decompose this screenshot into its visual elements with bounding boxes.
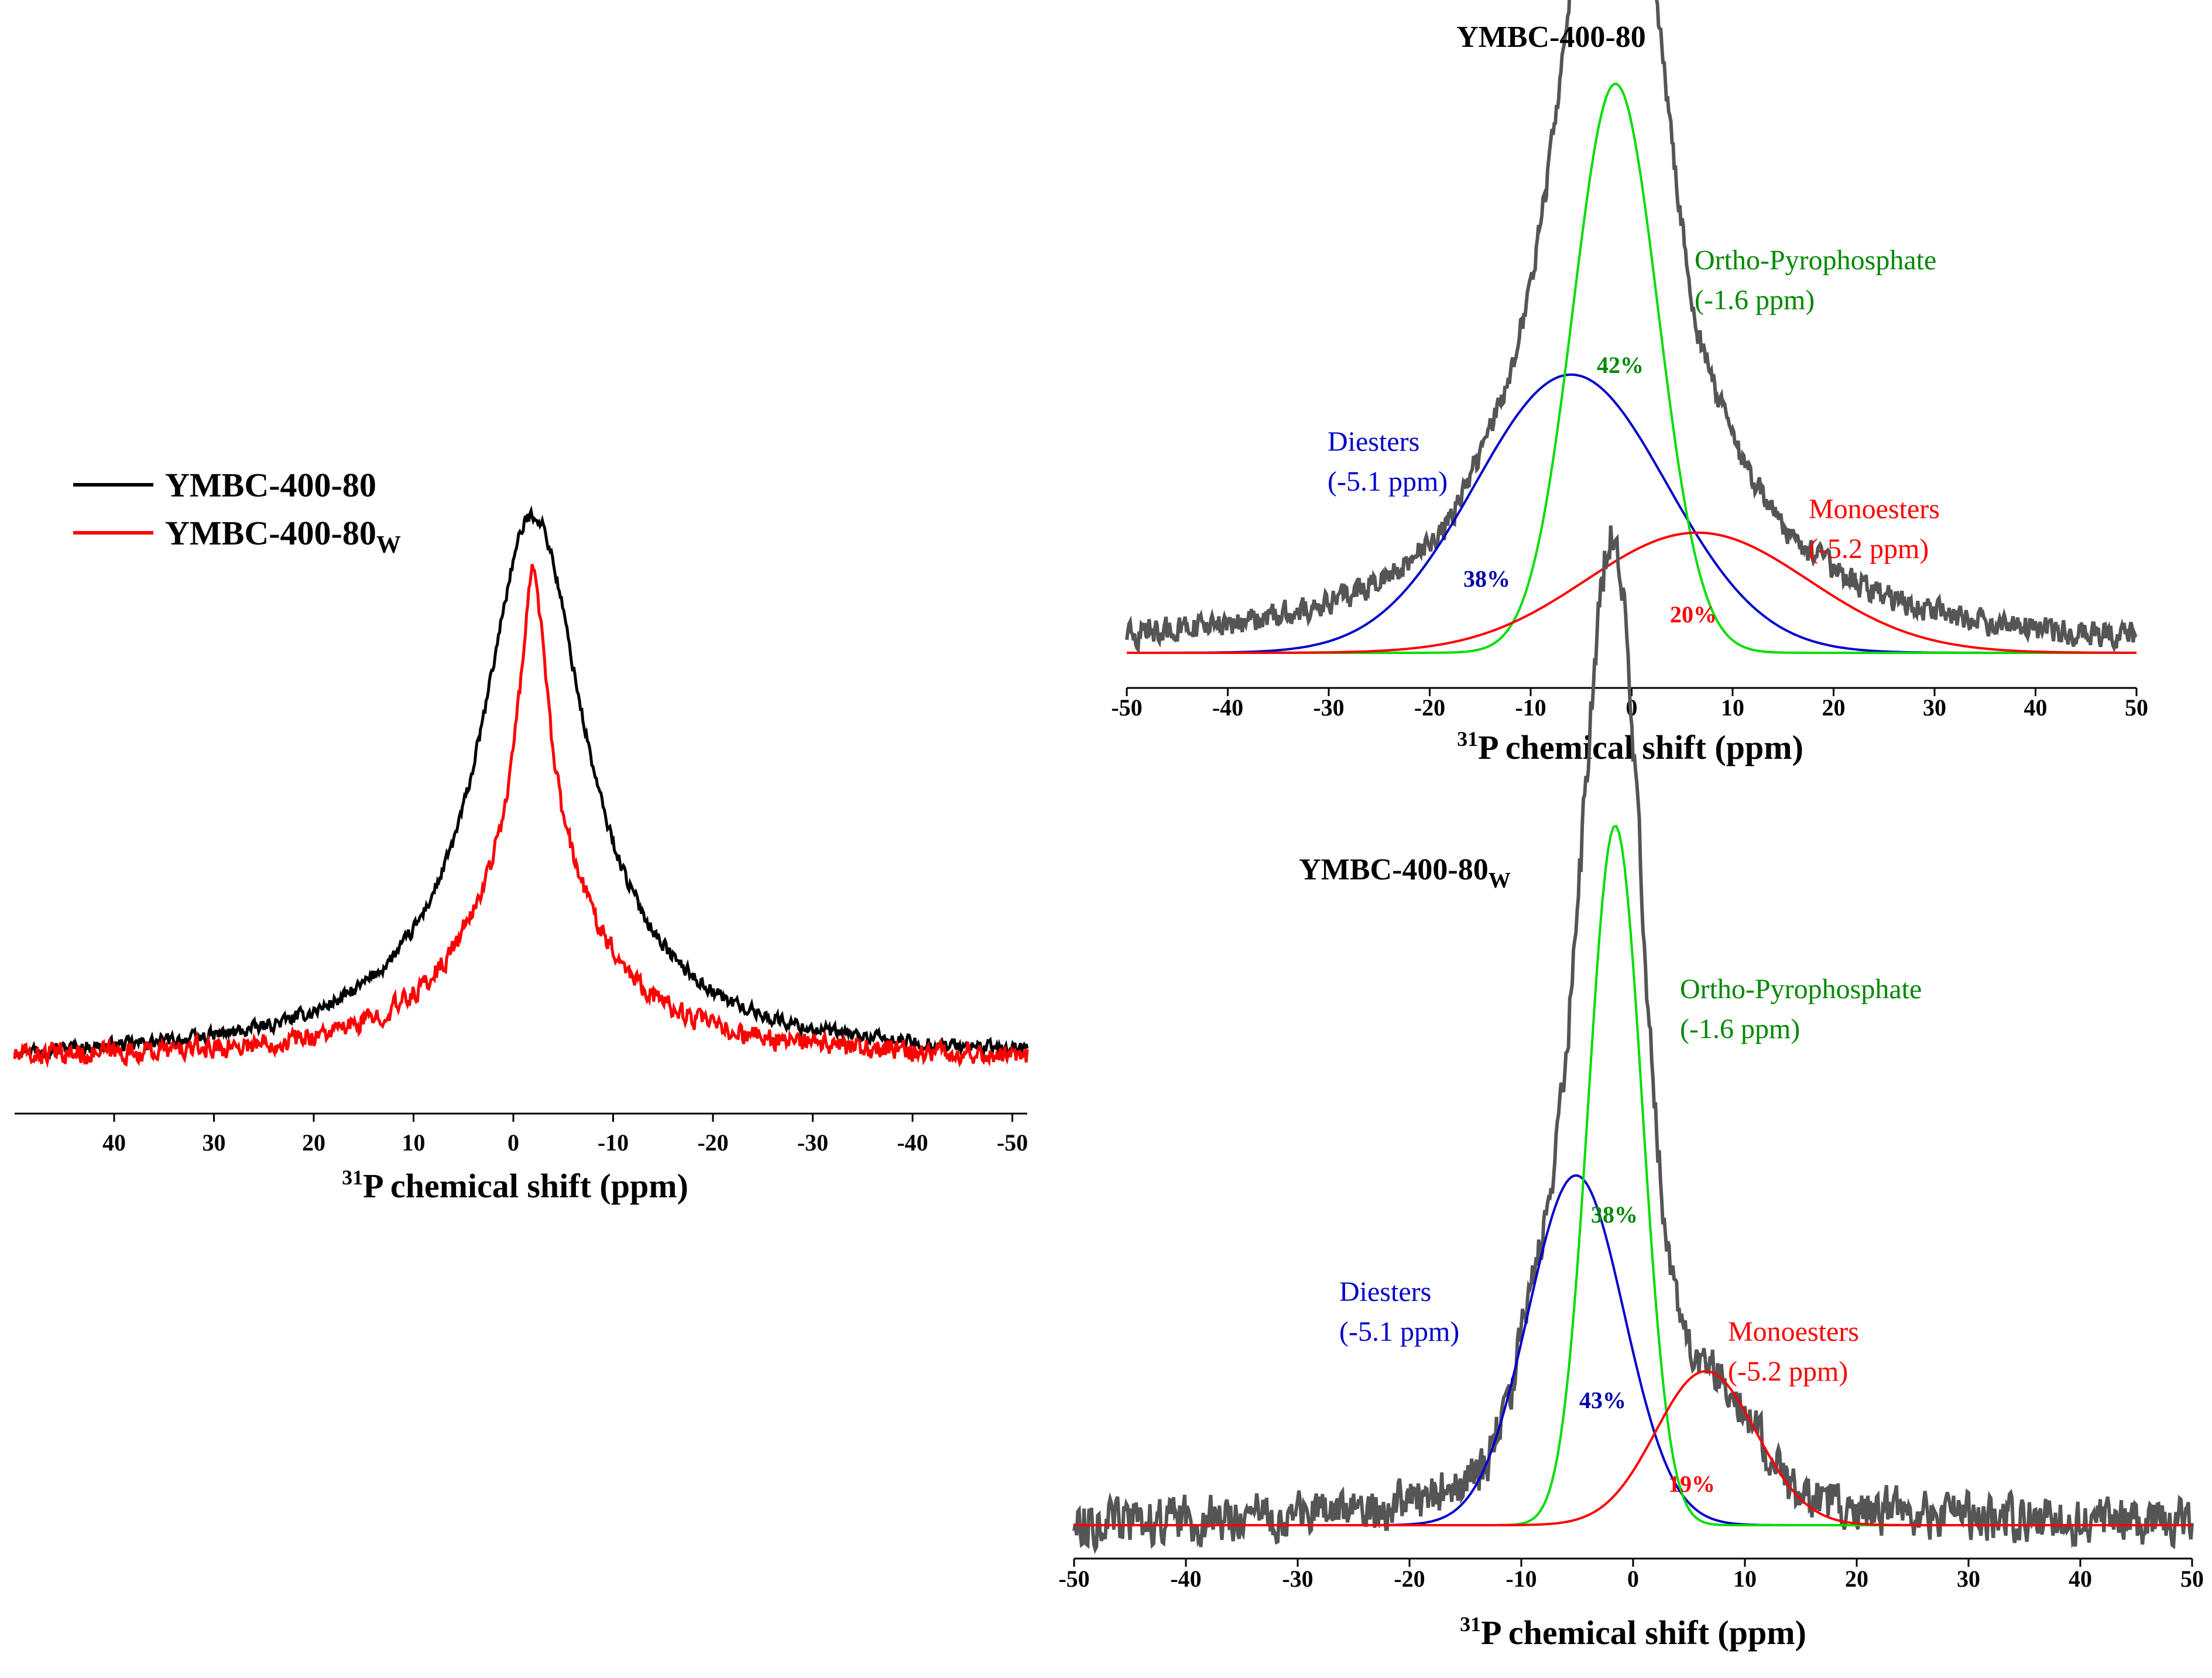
fit-line-ortho-pyrophosphate <box>1074 824 2192 1526</box>
x-axis-title-sup: 31 <box>1460 1612 1481 1636</box>
percentage-label-diesters: 43% <box>1579 1387 1626 1413</box>
x-tick-label: 30 <box>1957 1566 1980 1592</box>
x-tick-label: 10 <box>402 1129 426 1156</box>
x-tick-label: -40 <box>897 1129 928 1156</box>
legend-label: YMBC-400-80W <box>165 514 401 559</box>
x-axis-title-text: P chemical shift (ppm) <box>1481 1614 1806 1652</box>
annotation-ortho-pyrophosphate: (-1.6 ppm) <box>1680 1013 1800 1045</box>
x-axis-title-sup: 31 <box>342 1166 363 1189</box>
x-axis-title-sup: 31 <box>1457 727 1478 751</box>
annotation-diesters: Diesters <box>1339 1276 1431 1307</box>
x-tick-label: -50 <box>1111 694 1142 721</box>
x-tick-label: 30 <box>203 1129 226 1156</box>
x-tick-label: -30 <box>1313 694 1344 721</box>
x-axis-title-text: P chemical shift (ppm) <box>363 1167 688 1205</box>
x-tick-label: 40 <box>102 1129 126 1156</box>
x-tick-label: -20 <box>1394 1566 1425 1592</box>
x-tick-label: 10 <box>1733 1566 1757 1592</box>
x-tick-label: -30 <box>797 1129 828 1156</box>
annotation-monoesters: (-5.2 ppm) <box>1809 533 1929 564</box>
x-tick-label: 30 <box>1923 694 1946 721</box>
annotation-monoesters: Monoesters <box>1809 494 1940 525</box>
experimental-spectrum-line <box>1125 0 2138 655</box>
x-tick-label: -40 <box>1170 1566 1201 1592</box>
annotation-monoesters: (-5.2 ppm) <box>1728 1356 1848 1387</box>
experimental-spectrum-line <box>1072 525 2194 1554</box>
percentage-label-monoesters: 20% <box>1670 601 1717 628</box>
x-tick-label: 50 <box>2180 1566 2204 1592</box>
x-tick-label: 40 <box>2069 1566 2092 1592</box>
x-tick-label: -50 <box>997 1129 1028 1156</box>
series-line-ymbc-400-80w <box>13 564 1029 1069</box>
x-tick-label: 0 <box>507 1129 519 1156</box>
x-tick-label: -40 <box>1212 694 1243 721</box>
x-tick-label: -20 <box>697 1129 728 1156</box>
panel-title: YMBC-400-80 <box>1456 20 1646 54</box>
annotation-diesters: (-5.1 ppm) <box>1339 1316 1459 1347</box>
x-tick-label: -30 <box>1282 1566 1313 1592</box>
annotation-ortho-pyrophosphate: Ortho-Pyrophosphate <box>1680 974 1922 1005</box>
x-tick-label: 20 <box>302 1129 325 1156</box>
x-tick-label: 50 <box>2125 694 2148 721</box>
x-axis-title: 31P chemical shift (ppm) <box>1457 727 1803 766</box>
x-axis-title: 31P chemical shift (ppm) <box>342 1166 688 1205</box>
percentage-label-ortho-pyrophosphate: 42% <box>1597 352 1644 378</box>
x-tick-label: 20 <box>1845 1566 1868 1592</box>
fit-line-monoesters <box>1127 531 2136 654</box>
x-tick-label: 0 <box>1627 1566 1639 1592</box>
x-tick-label: 40 <box>2024 694 2048 721</box>
annotation-diesters: (-5.1 ppm) <box>1328 466 1448 497</box>
percentage-label-diesters: 38% <box>1463 566 1510 592</box>
fit-line-diesters <box>1127 373 2136 654</box>
x-tick-label: -50 <box>1058 1566 1089 1592</box>
panel-title: YMBC-400-80W <box>1299 853 1511 893</box>
series-line-ymbc-400-80 <box>13 505 1029 1060</box>
left-panel: 40 30 20 10 0 -10 -20 -30 -40 -50 31P chemical shi… <box>13 466 1029 1205</box>
x-axis-title: 31P chemical shift (ppm) <box>1460 1612 1806 1652</box>
annotation-ortho-pyrophosphate: (-1.6 ppm) <box>1695 285 1815 316</box>
x-tick-label: -10 <box>598 1129 629 1156</box>
x-tick-label: 10 <box>1721 694 1744 721</box>
x-tick-label: 20 <box>1822 694 1846 721</box>
annotation-monoesters: Monoesters <box>1728 1316 1859 1347</box>
x-tick-label: -20 <box>1414 694 1445 721</box>
annotation-ortho-pyrophosphate: Ortho-Pyrophosphate <box>1695 245 1936 276</box>
annotation-diesters: Diesters <box>1328 426 1419 457</box>
percentage-label-monoesters: 19% <box>1668 1471 1715 1497</box>
x-axis-title-text: P chemical shift (ppm) <box>1478 728 1803 766</box>
x-tick-label: -10 <box>1515 694 1546 721</box>
x-tick-label: -10 <box>1505 1566 1537 1592</box>
percentage-label-ortho-pyrophosphate: 38% <box>1591 1201 1638 1228</box>
fit-line-monoesters <box>1074 1370 2192 1526</box>
legend-label: YMBC-400-80 <box>165 466 376 504</box>
